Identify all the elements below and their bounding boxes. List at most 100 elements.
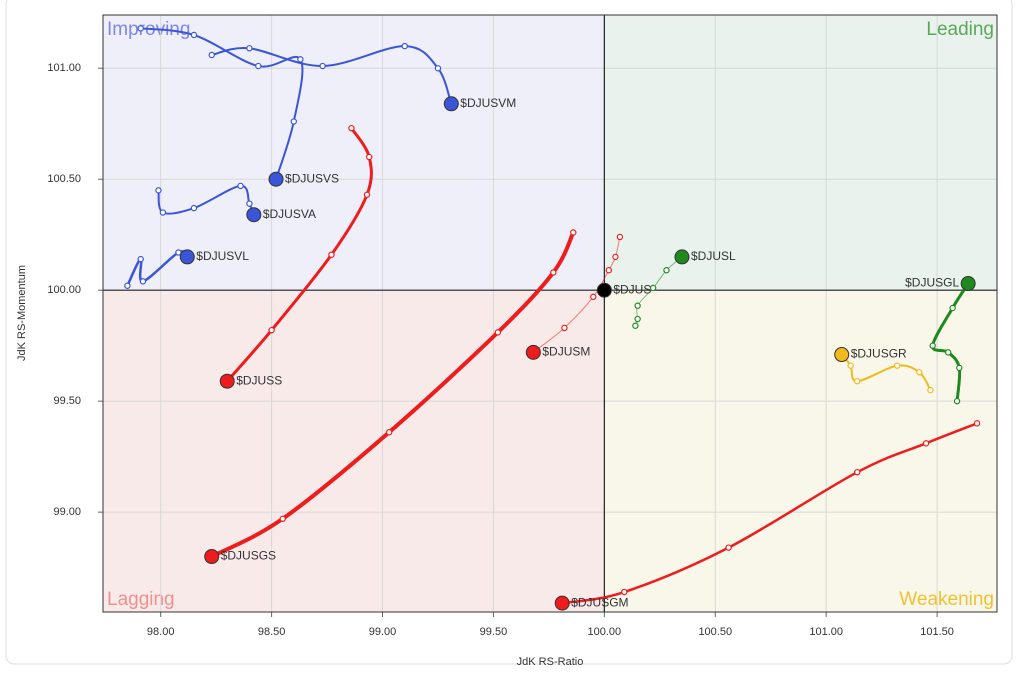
tail-marker [634, 315, 641, 323]
quadrant-background [604, 290, 997, 612]
series-label: $DJUSGR [851, 347, 907, 361]
y-tick-label: 100.50 [47, 173, 81, 185]
tail-marker [246, 200, 253, 207]
head-marker [268, 171, 284, 187]
series-label: $DJUS [613, 282, 651, 296]
head-marker [204, 549, 220, 565]
tail-marker [190, 31, 198, 39]
y-tick-label: 99.50 [53, 395, 81, 407]
x-tick-label: 101.00 [809, 626, 843, 638]
tail-marker [290, 118, 297, 125]
tail-marker [190, 204, 198, 212]
y-tick-label: 100.00 [47, 284, 81, 296]
series-label: $DJUSS [236, 373, 282, 387]
quadrant-background [103, 290, 605, 612]
tail-marker [922, 440, 930, 447]
tail-marker [621, 588, 628, 596]
tail-marker [137, 25, 144, 32]
tail-marker [155, 187, 162, 194]
tail-marker [255, 62, 262, 70]
quadrant-label: Leading [926, 19, 994, 40]
series-label: $DJUSVS [285, 171, 339, 185]
tail-marker [268, 326, 275, 334]
tail-marker [847, 362, 854, 369]
x-axis-title: JdK RS-Ratio [517, 656, 584, 668]
tail-marker [561, 324, 568, 332]
x-tick-label: 100.50 [698, 626, 732, 638]
plot: $DJUSVM $DJUSVS $DJUSVA $DJUSVL $DJUSS $DJUSG… [124, 25, 981, 611]
tail-marker [973, 420, 981, 427]
tail-marker [237, 182, 244, 190]
quadrant-background [103, 15, 605, 291]
tail-marker [956, 364, 963, 372]
tail-marker [434, 65, 442, 72]
y-axis-title: JdK RS-Momentum [16, 265, 28, 361]
head-marker [960, 276, 976, 292]
tail-marker [590, 293, 597, 301]
head-marker [554, 595, 570, 611]
tail-marker [348, 124, 355, 132]
tail-marker [363, 191, 371, 198]
series-label: $DJUSVA [263, 207, 316, 221]
tail-marker [927, 386, 934, 394]
head-marker [179, 249, 195, 265]
series-label: $DJUSM [542, 345, 590, 359]
x-tick-label: 98.50 [258, 626, 286, 638]
x-tick-label: 101.50 [920, 626, 954, 638]
quadrant-background [604, 15, 997, 291]
series-label: $DJUSL [691, 249, 736, 263]
tail-marker [297, 56, 304, 63]
x-tick-label: 100.00 [588, 626, 622, 638]
tail-marker [550, 269, 557, 276]
tail-marker [366, 153, 373, 161]
quadrant-label: Weakening [899, 589, 994, 610]
tail-marker [616, 233, 624, 241]
head-marker [443, 96, 459, 112]
tail-marker [208, 51, 215, 59]
tail-marker [649, 284, 657, 292]
x-tick-label: 99.00 [369, 626, 397, 638]
tail-marker [634, 302, 641, 309]
tail-marker [605, 267, 612, 274]
head-marker [596, 282, 612, 298]
tail-marker [494, 329, 502, 336]
tail-marker [246, 45, 253, 52]
tail-marker [854, 377, 861, 385]
tail-marker [916, 369, 923, 376]
tail-marker [949, 304, 956, 312]
tail-marker [385, 429, 393, 436]
series-label: $DJUSVM [460, 96, 516, 110]
y-tick-label: 99.00 [53, 506, 81, 518]
x-tick-label: 98.00 [147, 626, 175, 638]
grid: 98.00 98.50 99.00 99.50 100.00 100.50 101.00 10… [47, 14, 998, 638]
tail-marker [124, 282, 131, 289]
series-label: $DJUSGL [905, 276, 959, 290]
tail-marker [570, 229, 577, 236]
x-tick-label: 99.50 [480, 626, 508, 638]
series-label: $DJUSGS [221, 549, 276, 563]
y-tick-label: 101.00 [47, 62, 81, 74]
head-marker [219, 373, 235, 389]
tail-marker [139, 278, 147, 285]
tail-marker [137, 255, 144, 263]
tail-marker [953, 397, 961, 405]
tail-marker [328, 251, 335, 258]
tail-marker [279, 515, 286, 522]
tail-marker [319, 62, 326, 70]
tail-marker [401, 42, 408, 50]
quadrant-label: Lagging [107, 589, 175, 610]
series-label: $DJUSVL [196, 249, 249, 263]
tail-marker [944, 349, 952, 356]
tail-marker [632, 322, 639, 329]
head-marker [834, 347, 850, 363]
head-marker [674, 249, 690, 265]
tail-marker [663, 267, 670, 274]
tail-marker [929, 342, 936, 349]
head-marker [525, 344, 541, 360]
tail-marker [159, 209, 167, 216]
series-label: $DJUSGM [571, 595, 628, 609]
tail-marker [854, 468, 861, 476]
head-marker [246, 207, 262, 223]
tail-marker [612, 253, 619, 261]
